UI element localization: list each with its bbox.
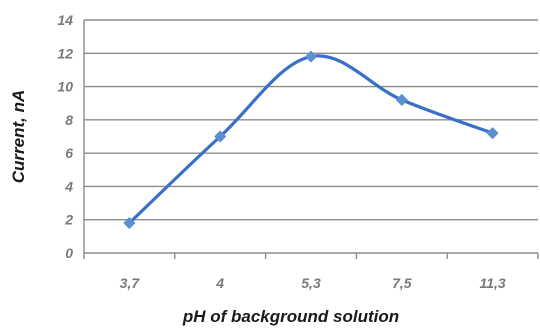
y-tick-labels: 0 2 4 6 8 10 12 14 — [57, 12, 73, 261]
x-axis-label: pH of background solution — [182, 307, 399, 326]
y-tick-label: 4 — [64, 178, 73, 194]
data-point-marker — [395, 93, 408, 106]
y-tick-label: 8 — [65, 112, 73, 128]
x-tick-label: 5,3 — [301, 275, 321, 291]
x-tick-label: 4 — [215, 275, 224, 291]
x-tick-label: 3,7 — [120, 275, 141, 291]
x-tick-label: 11,3 — [479, 275, 505, 291]
y-tick-label: 6 — [65, 145, 73, 161]
data-point-marker — [486, 127, 499, 140]
data-point-marker — [304, 50, 318, 63]
grid-lines — [83, 19, 539, 259]
y-tick-label: 10 — [57, 79, 73, 95]
series-layer — [123, 50, 499, 230]
y-tick-label: 12 — [57, 45, 73, 61]
data-point-marker — [123, 216, 136, 230]
x-tick-labels: 3,7 4 5,3 7,5 11,3 — [120, 275, 506, 291]
y-tick-label: 14 — [57, 12, 73, 28]
series-line — [127, 54, 495, 225]
y-tick-label: 2 — [64, 212, 73, 228]
x-tick-label: 7,5 — [392, 275, 412, 291]
data-point-marker — [214, 130, 227, 143]
y-tick-label: 0 — [65, 245, 73, 261]
y-axis-label: Current, nA — [9, 90, 28, 184]
